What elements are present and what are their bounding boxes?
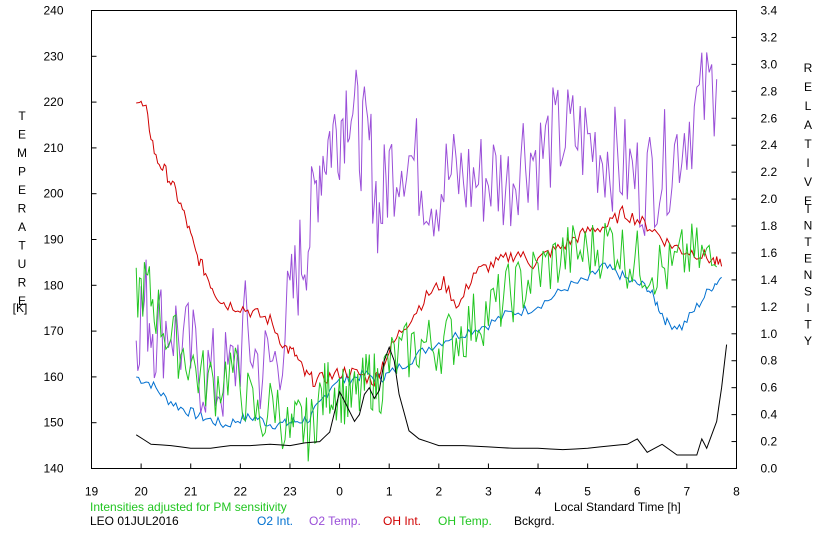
left-axis-title-letter: T bbox=[18, 109, 26, 123]
right-axis-tick-label: 2.2 bbox=[761, 165, 778, 179]
left-axis-tick-label: 240 bbox=[43, 4, 63, 18]
right-axis-tick-label: 2.0 bbox=[761, 192, 778, 206]
right-axis-tick-label: 3.2 bbox=[761, 30, 778, 44]
left-axis-tick-label: 180 bbox=[43, 278, 63, 292]
station-date-label: LEO 01JUL2016 bbox=[90, 514, 179, 528]
left-axis-title-letter: E bbox=[18, 294, 26, 308]
right-axis-tick-label: 1.4 bbox=[761, 273, 778, 287]
x-axis-tick-label: 5 bbox=[584, 485, 591, 499]
right-axis-title-letter: R bbox=[804, 61, 813, 75]
right-axis-tick-label: 1.6 bbox=[761, 246, 778, 260]
right-axis-title-letter: N bbox=[804, 268, 813, 282]
legend-item-o2-int: O2 Int. bbox=[257, 514, 294, 528]
right-axis-title-letter: I bbox=[806, 301, 809, 315]
left-axis-tick-label: 230 bbox=[43, 49, 63, 63]
left-axis-tick-label: 220 bbox=[43, 95, 63, 109]
right-axis-title-letter: E bbox=[804, 252, 812, 266]
legend-item-bckgrd: Bckgrd. bbox=[514, 514, 555, 528]
right-axis-tick-label: 0.4 bbox=[761, 408, 778, 422]
right-axis-tick-label: 0.8 bbox=[761, 354, 778, 368]
left-axis-title-letter: E bbox=[18, 183, 26, 197]
right-axis-title-letter: N bbox=[804, 219, 813, 233]
right-axis-title-letter: T bbox=[804, 318, 812, 332]
left-axis-title-letter: E bbox=[18, 128, 26, 142]
right-axis-title-letter: S bbox=[804, 285, 812, 299]
x-axis-tick-label: 2 bbox=[435, 485, 442, 499]
right-axis-title-letter: I bbox=[806, 156, 809, 170]
left-axis-tick-label: 160 bbox=[43, 370, 63, 384]
legend-item-o2-temp: O2 Temp. bbox=[309, 514, 361, 528]
x-axis-tick-label: 3 bbox=[485, 485, 492, 499]
right-axis-tick-label: 2.4 bbox=[761, 138, 778, 152]
x-axis-tick-label: 6 bbox=[634, 485, 641, 499]
right-axis-tick-label: 0.2 bbox=[761, 435, 778, 449]
left-axis-title-letter: R bbox=[18, 202, 27, 216]
right-axis-tick-label: 0.0 bbox=[761, 462, 778, 476]
x-axis-tick-label: 0 bbox=[336, 485, 343, 499]
x-axis-tick-label: 20 bbox=[134, 485, 148, 499]
left-axis-tick-label: 200 bbox=[43, 187, 63, 201]
left-axis-title-letter: M bbox=[17, 146, 27, 160]
sensitivity-note: Intensities adjusted for PM sensitivity bbox=[90, 500, 287, 514]
left-axis-tick-label: 210 bbox=[43, 141, 63, 155]
right-axis-title-letter: Y bbox=[804, 334, 812, 348]
x-axis-tick-label: 23 bbox=[283, 485, 297, 499]
x-axis-tick-label: 19 bbox=[85, 485, 99, 499]
x-axis-title: Local Standard Time [h] bbox=[554, 500, 681, 514]
left-axis-title-letter: A bbox=[18, 220, 26, 234]
left-axis-tick-label: 170 bbox=[43, 324, 63, 338]
left-axis-unit: [K] bbox=[13, 301, 28, 315]
left-axis-title-letter: R bbox=[18, 276, 27, 290]
series-line-o2-int bbox=[136, 262, 722, 430]
right-axis-title-letter: V bbox=[804, 175, 812, 189]
right-axis-title-letter: A bbox=[804, 118, 812, 132]
right-axis-title-letter: E bbox=[804, 194, 812, 208]
x-axis-tick-label: 21 bbox=[184, 485, 198, 499]
right-axis-title-letter: T bbox=[804, 235, 812, 249]
right-axis-tick-label: 1.2 bbox=[761, 300, 778, 314]
x-axis-tick-label: 7 bbox=[684, 485, 691, 499]
plot-area bbox=[135, 52, 728, 462]
series-line-oh-temp bbox=[135, 222, 718, 462]
left-axis-title-letter: P bbox=[18, 165, 26, 179]
right-axis-title-letter: E bbox=[804, 80, 812, 94]
series-line-oh-int bbox=[136, 100, 723, 388]
left-axis-tick-label: 150 bbox=[43, 416, 63, 430]
right-axis-tick-label: 3.4 bbox=[761, 4, 778, 18]
right-axis-title-letter: L bbox=[805, 99, 812, 113]
plot-frame bbox=[91, 10, 737, 469]
left-axis-tick-label: 140 bbox=[43, 462, 63, 476]
left-axis-title-letter: T bbox=[18, 239, 26, 253]
left-axis-title-letter: U bbox=[18, 257, 27, 271]
series-line-o2-temp bbox=[135, 52, 718, 417]
right-axis-tick-label: 2.8 bbox=[761, 84, 778, 98]
axes: 1401501601701801902002102202302400.00.20… bbox=[43, 4, 777, 499]
x-axis-tick-label: 8 bbox=[733, 485, 740, 499]
right-axis-tick-label: 0.6 bbox=[761, 381, 778, 395]
right-axis-tick-label: 1.8 bbox=[761, 219, 778, 233]
legend-item-oh-int: OH Int. bbox=[383, 514, 422, 528]
x-axis-tick-label: 4 bbox=[535, 485, 542, 499]
right-axis-tick-label: 3.0 bbox=[761, 57, 778, 71]
right-axis-title-letter: I bbox=[806, 202, 809, 216]
legend-item-oh-temp: OH Temp. bbox=[438, 514, 492, 528]
right-axis-tick-label: 1.0 bbox=[761, 327, 778, 341]
right-axis-title-letter: T bbox=[804, 137, 812, 151]
x-axis-tick-label: 1 bbox=[386, 485, 393, 499]
right-axis-tick-label: 2.6 bbox=[761, 111, 778, 125]
series-line-bckgrd bbox=[135, 344, 728, 456]
left-axis-tick-label: 190 bbox=[43, 233, 63, 247]
x-axis-tick-label: 22 bbox=[234, 485, 248, 499]
